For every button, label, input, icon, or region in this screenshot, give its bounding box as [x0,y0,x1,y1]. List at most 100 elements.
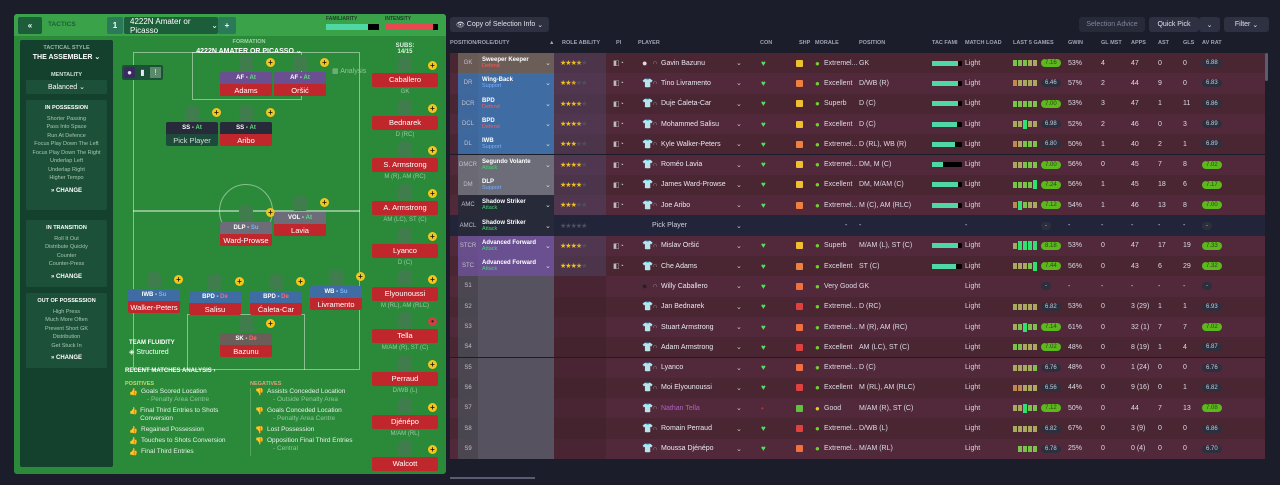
collapse-button[interactable]: « [18,17,42,34]
pitch-position-card[interactable]: AF - At Adams [220,72,272,96]
role-duty-selector[interactable]: BPD - De [250,291,302,303]
chevron-down-icon[interactable]: ⌄ [545,263,551,271]
player-instructions-icon[interactable]: ◧◔ [613,80,624,88]
pitch-position-card[interactable]: SS - At Aribo [220,122,272,146]
sub-card[interactable]: Perraud D/WB (L) [372,371,438,394]
view-selector[interactable]: 👁 Copy of Selection Info ⌄ [450,17,549,32]
player-dropdown-chevron[interactable]: ⌄ [736,202,742,210]
player-selector[interactable]: Ćaleta-Car [250,303,302,315]
add-player-icon[interactable]: + [428,231,437,241]
player-selector[interactable]: Walker-Peters [128,301,180,313]
chevron-down-icon[interactable]: ⌄ [545,121,551,129]
add-player-icon[interactable]: + [266,319,275,328]
sort-icon[interactable]: ▲ [549,40,555,46]
role-duty-selector[interactable]: BPD - De [189,291,241,303]
sub-name[interactable]: Tella [372,329,438,344]
change-in-possession-button[interactable]: » CHANGE [50,187,83,194]
chevron-down-icon[interactable]: ⌄ [545,141,551,149]
player-selector[interactable]: Ward-Prowse [220,234,272,246]
player-name[interactable]: Mislav Oršić [661,242,700,250]
player-name[interactable]: Nathan Tella [661,404,700,412]
player-dropdown-chevron[interactable]: ⌄ [736,100,742,108]
role-duty-cell[interactable]: Advanced Forward Attack [478,235,554,256]
player-instructions-icon[interactable]: ◧◔ [613,60,624,68]
player-instructions-icon[interactable]: ◧◔ [613,141,624,149]
add-tactic-button[interactable]: + [218,17,236,34]
role-duty-cell[interactable]: Sweeper Keeper Defend [478,53,554,74]
column-header[interactable]: ROLE ABILITY [562,40,600,46]
player-selector[interactable]: Oršić [274,84,326,96]
chevron-down-icon[interactable]: ⌄ [545,100,551,108]
change-out-of-possession-button[interactable]: » CHANGE [50,355,83,361]
player-name[interactable]: Jan Bednarek [661,303,705,311]
role-duty-selector[interactable]: AF - At [274,72,326,84]
player-instructions-icon[interactable]: ◧◔ [613,100,624,108]
player-instructions-icon[interactable]: ◧◔ [613,181,624,189]
table-row[interactable]: DL IWB Support ⌄ ★ ★ ★ ★ ★ ◧◔ 👕 ∩ Kyle Walker-Peters… [450,134,1265,155]
player-selector[interactable]: Adams [220,84,272,96]
player-instructions-icon[interactable]: ◧◔ [613,161,624,169]
quick-pick-button[interactable]: Quick Pick [1149,17,1199,32]
sub-card[interactable]: Tella M/AM (R), ST (C) [372,329,438,351]
alert-view-icon[interactable]: ! [150,67,161,78]
player-dropdown-chevron[interactable]: ⌄ [736,121,742,129]
column-header[interactable]: MATCH LOAD [965,40,1002,46]
sub-card[interactable]: Lyanco D (C) [372,243,438,266]
player-dropdown-chevron[interactable]: ⌄ [736,283,742,291]
formation-dropdown[interactable]: 4222N AMATER OR PICASSO ⌄ [196,48,302,55]
sub-name[interactable]: Lyanco [372,243,438,258]
player-dropdown-chevron[interactable]: ⌄ [736,242,742,250]
pitch-position-card[interactable]: IWB - Su Walker-Peters [128,289,180,313]
column-header[interactable]: TAC FAMI [932,40,958,46]
player-name[interactable]: Duje Ćaleta-Car [661,100,712,108]
sub-card[interactable]: Djénépo M/AM (RL) [372,414,438,437]
player-name[interactable]: Roméo Lavia [661,161,703,169]
table-row[interactable]: DCR BPD Defend ⌄ ★ ★ ★ ★ ★ ◧◔ 👕 ∩ Duje Ćaleta-Car ⌄ ♥ ●… [450,93,1265,114]
player-name[interactable]: Stuart Armstrong [661,323,714,331]
pitch-position-card[interactable]: AF - At Oršić [274,72,326,96]
column-header[interactable]: POSITION [859,40,886,46]
player-dropdown-chevron[interactable]: ⌄ [736,263,742,271]
role-duty-cell[interactable]: IWB Support [478,134,554,155]
pitch-position-card[interactable]: BPD - De Ćaleta-Car [250,291,302,315]
table-row[interactable]: STC Advanced Forward Attack ⌄ ★ ★ ★ ★ ★ ◧◔ 👕 ∩ Che A… [450,256,1265,277]
add-player-icon[interactable]: + [320,58,329,67]
table-row[interactable]: AMC Shadow Striker Attack ⌄ ★ ★ ★ ★ ★ ◧◔ 👕 ∩ Joe Ari… [450,195,1265,216]
player-name[interactable]: Adam Armstrong [661,343,714,351]
change-in-transition-button[interactable]: » CHANGE [50,273,83,280]
sub-card[interactable]: Caballero GK [372,73,438,95]
table-row[interactable]: AMCL Shadow Striker Attack ⌄ ★ ★ ★ ★ ★ Pick Playe… [450,215,1265,236]
player-dropdown-chevron[interactable]: ⌄ [736,445,742,453]
role-duty-cell[interactable]: Segundo Volante Attack [478,154,554,175]
chevron-down-icon[interactable]: ⌄ [545,222,551,230]
column-header[interactable]: CON [760,40,773,46]
column-header[interactable]: GWIN [1068,40,1083,46]
chevron-down-icon[interactable]: ⌄ [545,80,551,88]
add-player-icon[interactable]: + [428,274,437,284]
player-selector[interactable]: Aribo [220,134,272,146]
column-header[interactable]: LAST 5 GAMES [1013,40,1054,46]
horizontal-scrollbar[interactable] [450,477,535,479]
player-name[interactable]: Moussa Djénépo [661,445,714,453]
role-duty-cell[interactable]: Wing-Back Support [478,73,554,94]
player-dropdown-chevron[interactable]: ⌄ [736,222,742,230]
player-name[interactable]: Che Adams [661,262,698,270]
player-instructions-icon[interactable]: ◧◔ [613,121,624,129]
role-duty-selector[interactable]: SS - At [220,122,272,134]
player-name[interactable]: James Ward-Prowse [661,181,726,189]
sub-card[interactable]: A. Armstrong AM (LC), ST (C) [372,201,438,223]
player-selector[interactable]: Bazunu [220,345,272,357]
table-row[interactable]: DMCR Segundo Volante Attack ⌄ ★ ★ ★ ★ ★ ◧◔ 👕 ∩ Roméo… [450,154,1265,175]
add-player-icon[interactable]: + [428,61,437,70]
player-selector[interactable]: Livramento [310,298,362,310]
add-player-icon[interactable]: + [235,277,244,286]
tactic-selector[interactable]: 4222N Amater or Picasso ⌄ [124,17,218,35]
add-player-icon[interactable]: + [174,275,183,284]
player-dropdown-chevron[interactable]: ⌄ [736,60,742,68]
player-name[interactable]: Gavin Bazunu [661,59,705,67]
player-name[interactable]: Moi Elyounoussi [661,384,712,392]
role-duty-selector[interactable]: VOL - At [274,212,326,224]
column-header[interactable]: GL MST [1101,40,1122,46]
player-dropdown-chevron[interactable]: ⌄ [736,405,742,413]
recent-matches-analysis-link[interactable]: RECENT MATCHES ANALYSIS › [125,368,216,374]
